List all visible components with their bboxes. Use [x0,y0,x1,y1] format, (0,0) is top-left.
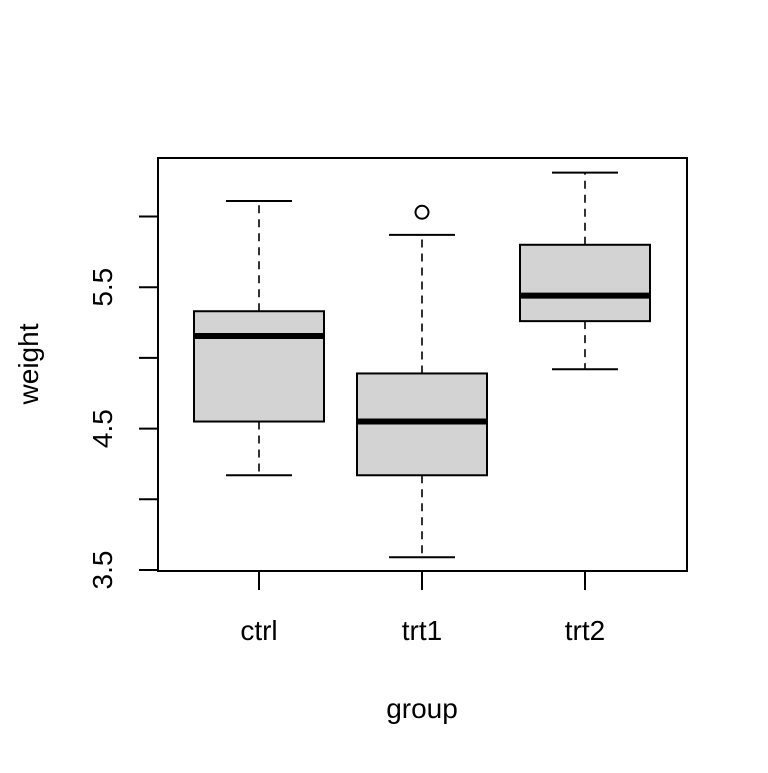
y-tick-label: 4.5 [87,409,118,448]
box-trt1 [356,204,488,559]
y-tick-label: 5.5 [87,268,118,307]
y-axis-label: weight [13,323,44,405]
x-axis: ctrl trt1 trt2 [240,571,605,646]
x-tick-label: trt1 [402,615,442,646]
outlier-point [414,204,430,220]
y-tick-label: 3.5 [87,551,118,590]
y-axis: 3.5 4.5 5.5 [87,215,159,590]
boxes-layer [193,171,651,559]
box-ctrl [193,199,325,477]
box-trt2 [519,171,651,371]
box-iqr [519,243,651,323]
x-tick-label: ctrl [240,615,277,646]
x-axis-label: group [386,693,458,724]
x-tick-label: trt2 [565,615,605,646]
box-iqr [193,310,325,423]
